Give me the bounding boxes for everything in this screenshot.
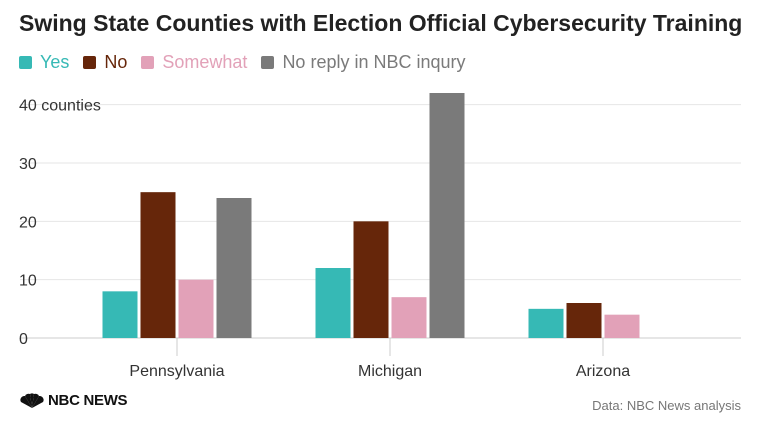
legend: Yes No Somewhat No reply in NBC inqury — [19, 52, 480, 73]
bar-no-pennsylvania — [140, 192, 176, 338]
nbc-peacock-icon — [20, 392, 44, 408]
legend-label-somewhat: Somewhat — [162, 52, 248, 72]
y-tick-label: 40 counties — [19, 98, 101, 115]
x-tick-label: Arizona — [576, 363, 630, 380]
legend-label-yes: Yes — [40, 52, 70, 72]
legend-item-yes: Yes — [19, 52, 69, 73]
legend-item-somewhat: Somewhat — [141, 52, 247, 73]
legend-label-no: No — [104, 52, 128, 72]
legend-swatch-no — [83, 56, 97, 69]
legend-label-no-reply: No reply in NBC inqury — [282, 52, 466, 72]
bar-yes-michigan — [315, 268, 351, 338]
bar-somewhat-arizona — [604, 314, 640, 338]
y-tick-label: 10 — [19, 273, 37, 290]
y-tick-label: 20 — [19, 214, 37, 231]
bar-somewhat-pennsylvania — [178, 279, 214, 338]
bar-no-michigan — [353, 221, 389, 338]
y-tick-label: 0 — [19, 331, 28, 348]
source-note: Data: NBC News analysis — [592, 398, 741, 413]
legend-swatch-no-reply — [261, 56, 275, 69]
legend-swatch-yes — [19, 56, 32, 69]
bar-somewhat-michigan — [391, 297, 427, 338]
chart-title: Swing State Counties with Election Offic… — [19, 10, 743, 36]
nbc-news-logo: NBC NEWS — [19, 392, 128, 409]
x-tick-label: Pennsylvania — [129, 363, 224, 380]
y-tick-label: 30 — [19, 156, 37, 173]
logo-text: NBC NEWS — [48, 392, 128, 409]
bar-no-reply-in-nbc-inqury-pennsylvania — [216, 198, 252, 338]
bar-yes-pennsylvania — [102, 291, 138, 338]
legend-item-no-reply: No reply in NBC inqury — [261, 52, 466, 73]
bar-no-arizona — [566, 303, 602, 338]
legend-swatch-somewhat — [141, 56, 155, 69]
bar-no-reply-in-nbc-inqury-michigan — [429, 93, 465, 338]
x-tick-label: Michigan — [358, 363, 422, 380]
bar-yes-arizona — [528, 308, 564, 338]
legend-item-no: No — [83, 52, 127, 73]
